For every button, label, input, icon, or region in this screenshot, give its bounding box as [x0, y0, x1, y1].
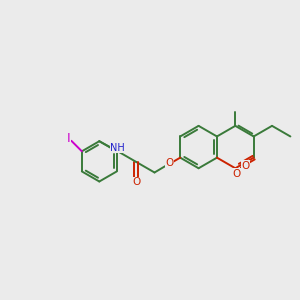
Text: O: O [241, 160, 249, 171]
Text: O: O [233, 169, 241, 178]
Text: I: I [67, 132, 70, 145]
Text: O: O [132, 178, 140, 188]
Text: O: O [165, 158, 174, 169]
Text: NH: NH [110, 143, 125, 153]
